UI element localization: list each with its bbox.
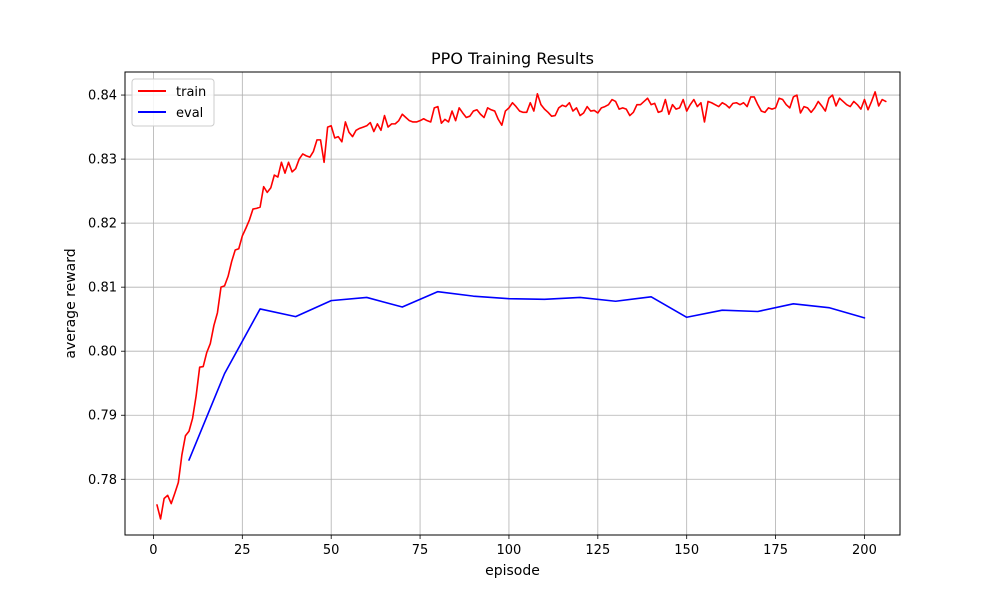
y-tick-label: 0.79: [88, 409, 117, 424]
legend-label-eval: eval: [176, 106, 203, 121]
x-tick-label: 75: [412, 543, 429, 558]
y-tick-label: 0.84: [88, 89, 117, 104]
x-tick-label: 150: [674, 543, 699, 558]
x-tick-label: 25: [234, 543, 251, 558]
x-tick-label: 125: [585, 543, 610, 558]
y-tick-label: 0.78: [88, 473, 117, 488]
y-tick-label: 0.82: [88, 217, 117, 232]
x-tick-label: 50: [323, 543, 340, 558]
x-tick-label: 100: [497, 543, 522, 558]
x-tick-label: 175: [763, 543, 788, 558]
legend: train eval: [131, 78, 215, 127]
plot-area-frame: [124, 71, 901, 536]
y-tick-label: 0.80: [88, 345, 117, 360]
y-tick-label: 0.83: [88, 153, 117, 168]
legend-label-train: train: [176, 85, 206, 100]
grid-lines: [125, 72, 900, 535]
plot-lines: [156, 91, 887, 520]
chart-title: PPO Training Results: [431, 49, 594, 68]
x-axis-label: episode: [485, 563, 540, 579]
y-tick-label: 0.81: [88, 281, 117, 296]
x-axis-ticks: 0 25 50 75 100 125 150 175 200: [149, 535, 877, 558]
y-axis-label: average reward: [63, 248, 79, 358]
series-line-train: [156, 91, 887, 520]
x-tick-label: 200: [852, 543, 877, 558]
series-line-eval: [188, 290, 866, 461]
x-tick-label: 0: [149, 543, 157, 558]
y-axis-ticks: 0.78 0.79 0.80 0.81 0.82 0.83 0.84: [88, 89, 125, 488]
